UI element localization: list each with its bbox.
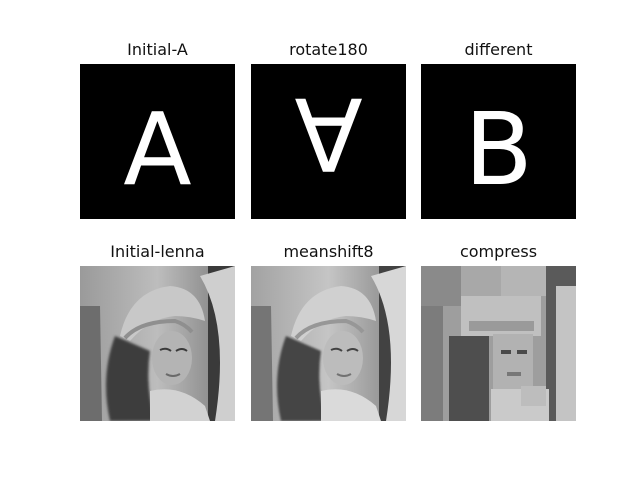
portrait-photo-compressed	[421, 266, 576, 421]
letter-b-image: B	[421, 64, 576, 219]
lenna-photo	[80, 266, 235, 421]
letter-a-image: A	[80, 64, 235, 219]
panel-title: compress	[459, 242, 538, 261]
panel-title: Initial-A	[127, 40, 188, 59]
letter-glyph: A	[294, 75, 362, 192]
letter-glyph: A	[123, 91, 191, 208]
lenna-photo	[421, 266, 576, 421]
panel-title: different	[464, 40, 533, 59]
lenna-photo	[251, 266, 406, 421]
portrait-photo-meanshift	[251, 266, 406, 421]
letter-glyph: B	[464, 91, 533, 208]
panel-title: Initial-lenna	[110, 242, 205, 261]
portrait-photo-original	[80, 266, 235, 421]
panel-title: meanshift8	[283, 242, 374, 261]
letter-a-rotated-image: A	[251, 64, 406, 219]
panel-title: rotate180	[289, 40, 368, 59]
